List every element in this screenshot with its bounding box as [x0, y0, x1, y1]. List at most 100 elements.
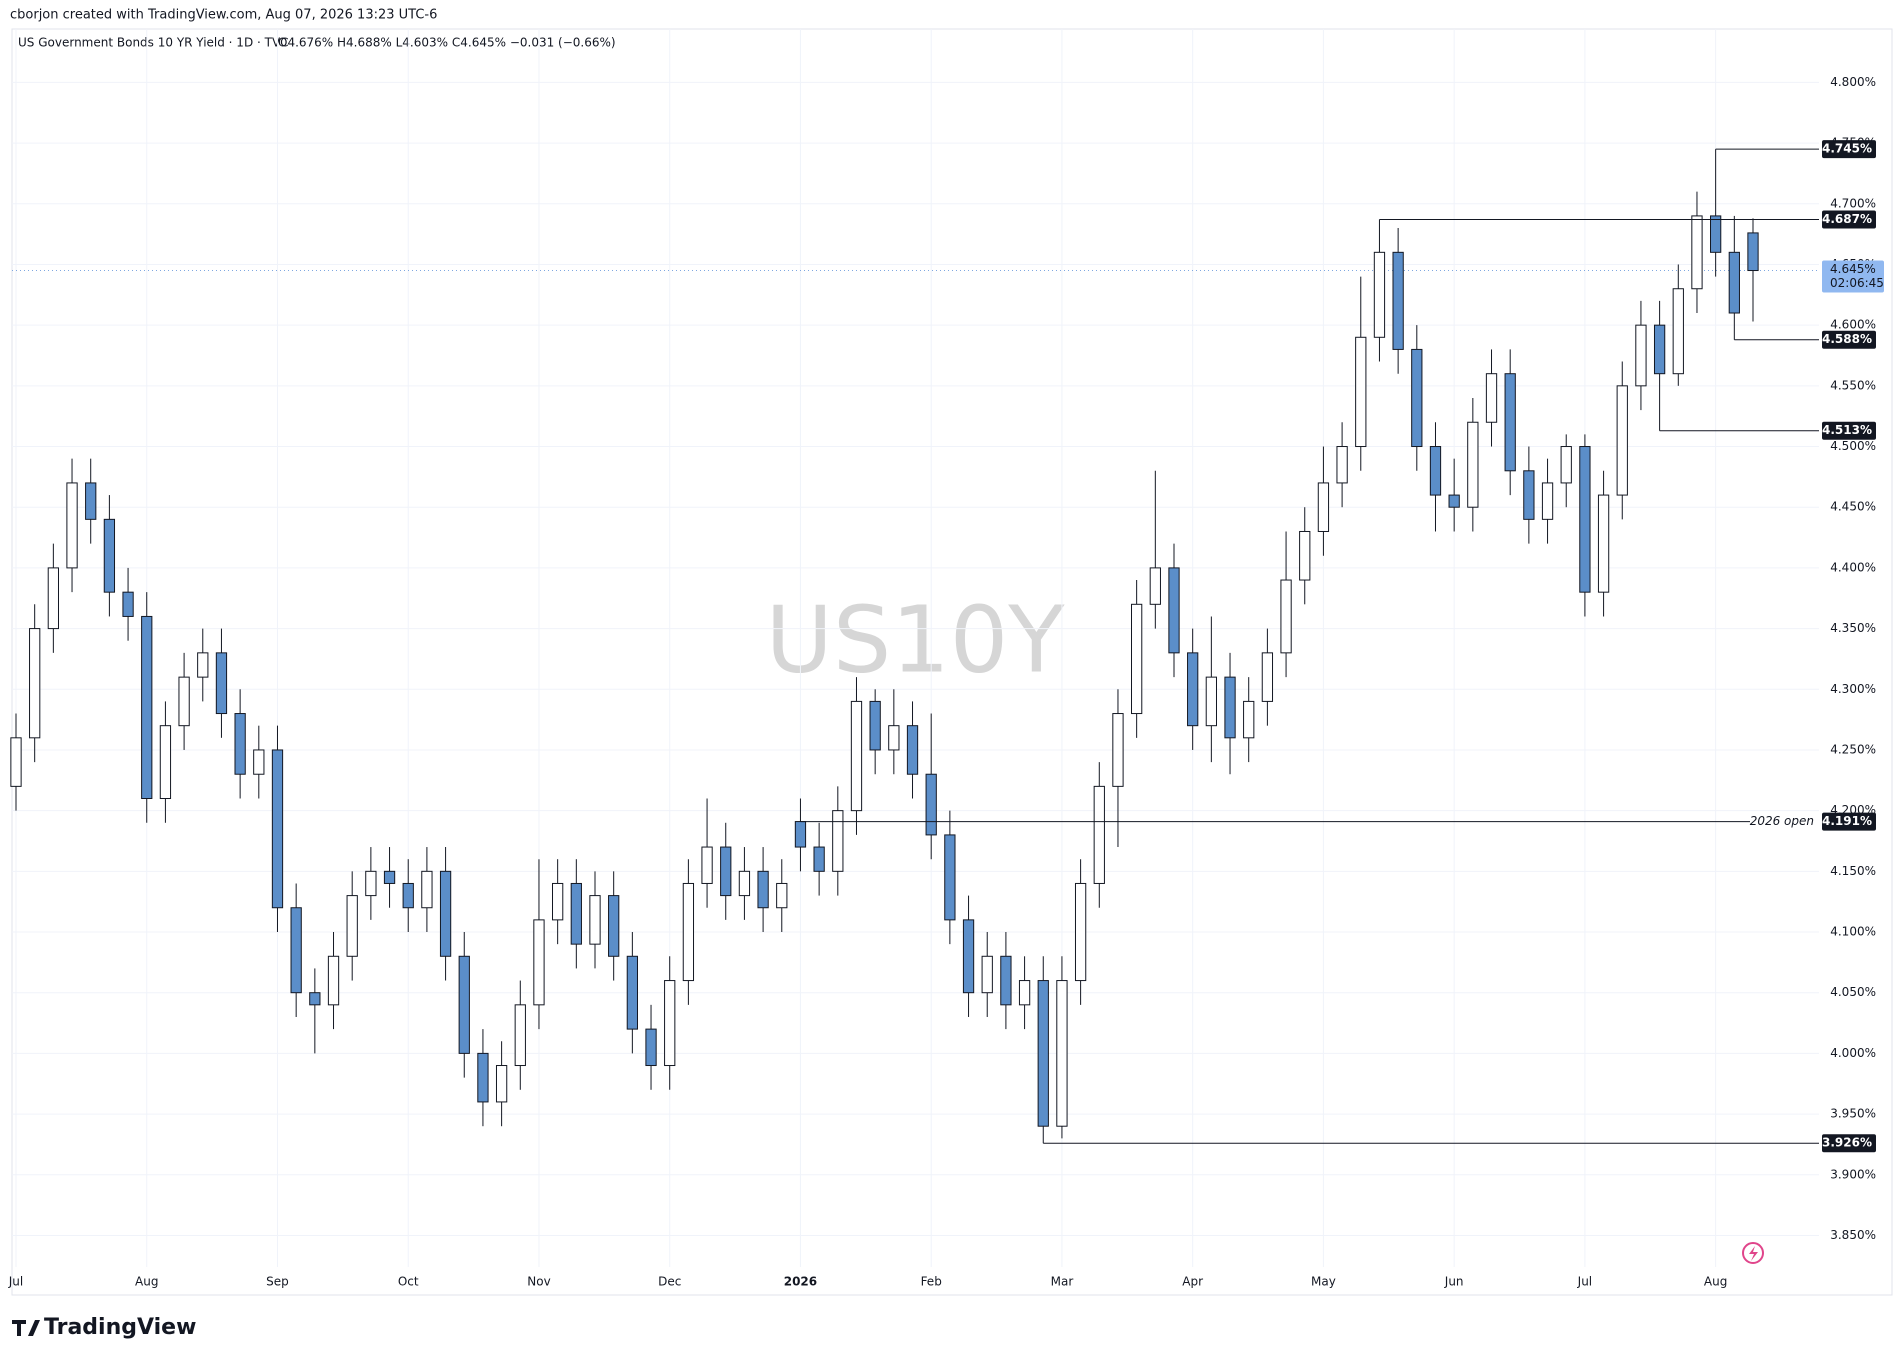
y-tick-label: 4.300% — [1830, 682, 1876, 696]
candle-body — [1149, 567, 1161, 605]
candle-body — [346, 895, 358, 957]
x-tick-label: Sep — [266, 1275, 289, 1289]
candle-body — [962, 919, 975, 994]
x-tick-label: Jul — [1577, 1275, 1592, 1289]
candle-body — [1653, 324, 1666, 375]
level-label-bg — [1822, 421, 1876, 440]
candle-body — [514, 1004, 526, 1067]
candle-body — [1168, 567, 1180, 654]
candle-body — [141, 615, 153, 800]
candle-body — [1467, 421, 1479, 508]
candle-body — [888, 725, 900, 751]
candle-body — [1373, 251, 1386, 338]
candle-body — [869, 700, 881, 751]
candle-body — [66, 482, 78, 569]
candle-body — [1056, 980, 1068, 1127]
candle-body — [1710, 215, 1722, 253]
level-label: 4.745% — [1822, 142, 1872, 156]
candle-body — [1560, 446, 1572, 484]
level-label-bg — [1822, 140, 1876, 159]
candle-body — [944, 834, 956, 921]
x-tick-label: Mar — [1051, 1275, 1074, 1289]
level-label-bg — [1822, 1134, 1876, 1153]
candle-body — [906, 725, 919, 775]
candle-body — [47, 567, 59, 630]
candle-body — [645, 1028, 657, 1067]
candle-body — [701, 846, 713, 884]
x-tick-label: Aug — [135, 1275, 158, 1289]
y-tick-label: 4.100% — [1830, 925, 1876, 939]
candle-body — [215, 652, 228, 715]
candle-body — [1392, 251, 1404, 350]
level-label: 3.926% — [1822, 1136, 1872, 1150]
candle-body — [1429, 446, 1442, 496]
candle-body — [234, 713, 246, 775]
level-name-bg — [1750, 813, 1820, 830]
candle-body — [402, 882, 414, 909]
candle-body — [1000, 955, 1012, 1006]
candle-body — [1018, 980, 1031, 1006]
candle-body — [1280, 579, 1292, 654]
candle-body — [85, 482, 97, 520]
candle-body — [365, 870, 377, 897]
candle-body — [533, 919, 545, 1006]
y-tick-label: 4.450% — [1830, 500, 1876, 514]
y-tick-label: 4.150% — [1830, 864, 1876, 878]
candle-body — [327, 955, 340, 1006]
candle-body — [271, 749, 284, 909]
candle-body — [776, 882, 788, 909]
y-tick-label: 4.600% — [1830, 318, 1876, 332]
candle-body — [757, 870, 769, 909]
y-tick-label: 4.800% — [1830, 75, 1876, 89]
x-tick-label: Feb — [921, 1275, 942, 1289]
candle-body — [197, 652, 209, 678]
y-tick-label: 3.950% — [1830, 1107, 1876, 1121]
candle-body — [1728, 251, 1740, 314]
candle-body — [290, 907, 302, 994]
candle-body — [253, 749, 265, 775]
level-label-bg — [1822, 812, 1876, 831]
icon-bolt — [1749, 1246, 1758, 1261]
candle-body — [122, 591, 134, 617]
candle-body — [1074, 882, 1087, 982]
candle-body — [439, 870, 452, 957]
candle-body — [1635, 324, 1647, 387]
candle-body — [477, 1052, 489, 1103]
candle-body — [458, 955, 470, 1054]
y-tick-label: 3.850% — [1830, 1228, 1876, 1242]
y-tick-label: 4.350% — [1830, 621, 1876, 635]
candle-body — [682, 882, 695, 982]
candle-body — [29, 628, 41, 739]
candle-body — [850, 700, 863, 812]
y-tick-label: 4.050% — [1830, 985, 1876, 999]
candle-body — [1131, 603, 1143, 715]
candle-body — [1616, 385, 1628, 496]
x-tick-label: Apr — [1182, 1275, 1203, 1289]
level-label: 4.588% — [1822, 332, 1872, 346]
candle-body — [570, 882, 582, 945]
candle-body — [1485, 373, 1498, 423]
candle-body — [1691, 215, 1703, 290]
candle-body — [159, 725, 172, 800]
candle-body — [832, 810, 844, 872]
candle-body — [1205, 676, 1217, 727]
level-label: 4.513% — [1822, 423, 1872, 437]
candle-body — [1411, 348, 1423, 448]
watermark: US10Y — [766, 586, 1066, 693]
countdown: 02:06:45 — [1830, 276, 1884, 290]
brand: TradingView — [44, 1315, 196, 1340]
candle-body — [552, 882, 564, 921]
x-tick-label: Oct — [398, 1275, 419, 1289]
candle-body — [309, 992, 321, 1006]
x-tick-label: Jun — [1444, 1275, 1464, 1289]
candle-body — [794, 821, 807, 848]
chart-title: US Government Bonds 10 YR Yield · 1D · T… — [18, 36, 289, 50]
y-tick-label: 4.000% — [1830, 1046, 1876, 1060]
candle-body — [10, 737, 22, 787]
candle-body — [1112, 713, 1124, 787]
candle-body — [1187, 652, 1199, 727]
candle-body — [738, 870, 751, 897]
level-name: 2026 open — [1750, 814, 1814, 828]
candle-body — [1579, 446, 1591, 593]
